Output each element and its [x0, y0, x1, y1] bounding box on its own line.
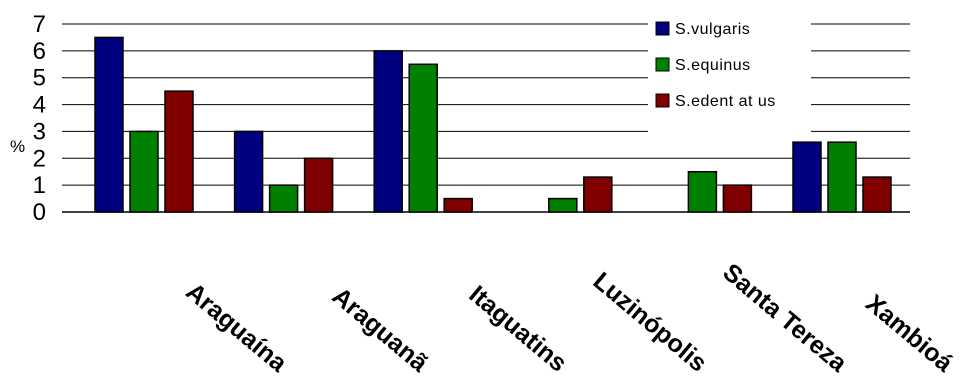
- legend-swatch: [655, 57, 670, 72]
- bar-sequinus: [129, 130, 159, 213]
- bar-svulgaris: [792, 141, 822, 213]
- bar-sedentatus: [164, 90, 194, 213]
- legend-label: S.vulgaris: [675, 21, 750, 38]
- bar-sequinus: [408, 63, 438, 213]
- y-tick-label: 6: [33, 38, 46, 65]
- gridlines: [62, 23, 910, 186]
- x-tick-label: Araguaína: [180, 278, 292, 379]
- legend-swatch: [655, 21, 670, 36]
- bar-svulgaris: [373, 50, 403, 213]
- y-tick-label: 5: [33, 65, 46, 92]
- bar-svulgaris: [233, 130, 264, 213]
- x-axis-ticks: Araguaína Araguanã Itaguatins Luzinópolis Sa…: [180, 258, 958, 378]
- y-tick-label: 7: [33, 11, 46, 38]
- y-tick-label: 4: [33, 92, 46, 119]
- bar-sequinus: [687, 170, 718, 213]
- x-tick-label: Luzinópolis: [588, 267, 712, 378]
- legend-label: S.equinus: [675, 57, 751, 74]
- y-tick-label: 0: [33, 199, 46, 226]
- x-tick-label: Araguanã: [327, 282, 433, 378]
- bar-sedentatus: [862, 176, 892, 213]
- bar-sedentatus: [722, 184, 753, 213]
- legend-label: S.edent at us: [675, 93, 776, 110]
- x-tick-label: Xambioá: [860, 289, 958, 377]
- y-axis-label: %: [10, 137, 25, 156]
- bar-sedentatus: [303, 157, 334, 213]
- y-tick-label: 2: [33, 145, 46, 172]
- bar-sequinus: [268, 184, 299, 213]
- legend: S.vulgaris S.equinus S.edent at us: [648, 9, 811, 133]
- legend-box: [648, 9, 811, 133]
- bars: [94, 36, 892, 213]
- bar-svulgaris: [94, 36, 124, 213]
- bar-sequinus: [548, 197, 578, 213]
- y-tick-label: 3: [33, 118, 46, 145]
- x-tick-label: Santa Tereza: [717, 258, 853, 378]
- bar-sedentatus: [443, 197, 473, 213]
- legend-swatch: [655, 93, 670, 108]
- y-tick-label: 1: [33, 172, 46, 199]
- bar-sedentatus: [583, 176, 613, 213]
- x-tick-label: Itaguatins: [464, 280, 572, 377]
- bar-sequinus: [827, 141, 857, 213]
